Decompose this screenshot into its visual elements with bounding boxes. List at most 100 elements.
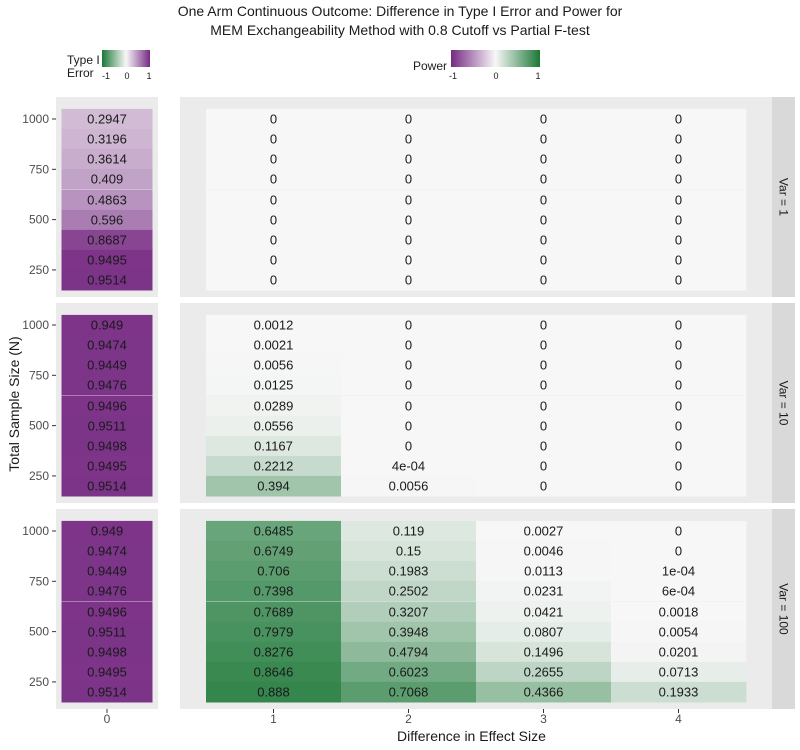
power-cell [611,475,747,497]
power-cell [611,249,747,271]
power-label: 0.15 [396,544,421,559]
legend-power-tick-max: 1 [535,71,541,81]
power-label: 0 [540,112,547,127]
type1-error-cell [61,269,153,291]
power-label: 0.2212 [254,459,294,474]
power-label: 0.0056 [254,358,294,373]
type1-error-cell [61,374,153,396]
type1-error-cell [61,661,153,683]
chart-title-line-1: One Arm Continuous Outcome: Difference i… [177,3,623,19]
power-label: 0 [540,132,547,147]
power-label: 0 [540,419,547,434]
power-cell [611,681,747,703]
power-cell [341,168,477,190]
power-cell [476,395,612,417]
legend-power-colorbar [451,50,540,67]
type1-error-label: 0.9511 [88,419,127,434]
power-cell [341,415,477,437]
power-cell [341,661,477,683]
power-label: 0 [270,253,277,268]
type1-error-cell [61,580,153,602]
type1-error-cell [61,621,153,643]
y-tick-label: 750 [29,162,49,176]
power-label: 0.1167 [254,439,293,454]
power-cell [206,641,342,663]
power-label: 0 [675,213,682,228]
power-cell [611,601,747,623]
power-cell [206,601,342,623]
type1-error-label: 0.3196 [87,132,127,147]
power-cell [476,621,612,643]
power-label: 0.4366 [524,685,564,700]
power-label: 0 [675,479,682,494]
power-label: 0.3207 [389,605,429,620]
power-cell [206,374,342,396]
type1-error-cell [61,314,153,336]
power-label: 0 [540,338,547,353]
power-label: 0 [270,112,277,127]
power-cell [341,641,477,663]
power-cell [476,475,612,497]
power-cell [476,580,612,602]
power-label: 0 [675,253,682,268]
power-label: 0.0289 [254,399,294,414]
power-cell [341,354,477,376]
type1-error-cell [61,168,153,190]
power-label: 0 [675,378,682,393]
legend-type1-colorbar [102,50,150,67]
power-cell [476,520,612,542]
power-label: 0 [270,233,277,248]
power-label: 0 [405,378,412,393]
power-cell [611,641,747,663]
power-label: 0 [675,399,682,414]
power-cell [206,415,342,437]
power-cell [476,108,612,130]
power-cell [341,580,477,602]
type1-error-label: 0.9498 [87,645,127,660]
x-tick-label: 0 [104,712,111,726]
power-cell [206,108,342,130]
type1-error-label: 0.949 [91,524,124,539]
power-label: 0.0113 [524,564,563,579]
power-cell [341,621,477,643]
type1-error-label: 0.9496 [87,399,127,414]
type1-error-cell [61,415,153,437]
power-label: 0 [405,112,412,127]
chart-title-line-2: MEM Exchangeability Method with 0.8 Cuto… [210,22,590,38]
type1-error-label: 0.9449 [87,564,127,579]
y-tick-label: 250 [29,469,49,483]
x-tick-label: 3 [540,712,547,726]
power-cell [341,249,477,271]
power-cell [611,374,747,396]
power-cell [476,540,612,562]
power-cell [476,601,612,623]
power-cell [341,455,477,477]
type1-error-label: 0.9474 [87,338,127,353]
y-tick-label: 1000 [22,112,49,126]
power-label: 0.0125 [254,378,294,393]
power-cell [476,148,612,170]
power-label: 0 [405,253,412,268]
legend-type1-title-line-1: Type I [67,53,100,67]
power-cell [611,189,747,211]
power-label: 0 [405,193,412,208]
power-label: 4e-04 [392,459,425,474]
legend-type1-tick-min: -1 [101,71,111,81]
power-label: 0.6485 [254,524,294,539]
power-label: 0 [270,152,277,167]
power-label: 0.0421 [524,605,564,620]
power-cell [206,334,342,356]
power-label: 0 [540,253,547,268]
power-cell [206,249,342,271]
type1-error-label: 0.3614 [87,152,127,167]
facet-strip-label: Var = 1 [777,178,791,216]
type1-error-cell [61,601,153,623]
type1-error-label: 0.4863 [87,193,127,208]
type1-error-cell [61,354,153,376]
power-cell [476,415,612,437]
facet-strip [772,97,795,297]
facet-strip-label: Var = 10 [777,381,791,426]
legend-type1-tick-max: 1 [146,71,152,81]
power-label: 0 [540,358,547,373]
power-label: 0 [540,399,547,414]
